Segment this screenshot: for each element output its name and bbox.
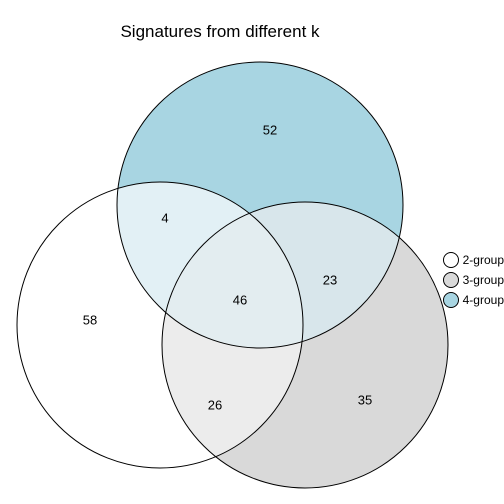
region-only2: 35 <box>358 393 372 408</box>
legend-swatch-4group <box>443 292 459 308</box>
region-23: 23 <box>323 273 337 288</box>
venn-svg <box>0 0 504 504</box>
region-only3: 52 <box>263 123 277 138</box>
legend-label-4group: 4-group <box>463 293 504 307</box>
legend-item-3group: 3-group <box>443 270 504 290</box>
legend-item-2group: 2-group <box>443 250 504 270</box>
region-123: 46 <box>233 293 247 308</box>
legend-swatch-3group <box>443 272 459 288</box>
venn-chart: Signatures from different k 58 35 52 26 … <box>0 0 504 504</box>
region-12: 26 <box>208 398 222 413</box>
region-13: 4 <box>161 211 168 226</box>
region-only1: 58 <box>83 313 97 328</box>
legend-swatch-2group <box>443 252 459 268</box>
legend-label-2group: 2-group <box>463 253 504 267</box>
legend-item-4group: 4-group <box>443 290 504 310</box>
legend-label-3group: 3-group <box>463 273 504 287</box>
legend: 2-group 3-group 4-group <box>443 250 504 310</box>
